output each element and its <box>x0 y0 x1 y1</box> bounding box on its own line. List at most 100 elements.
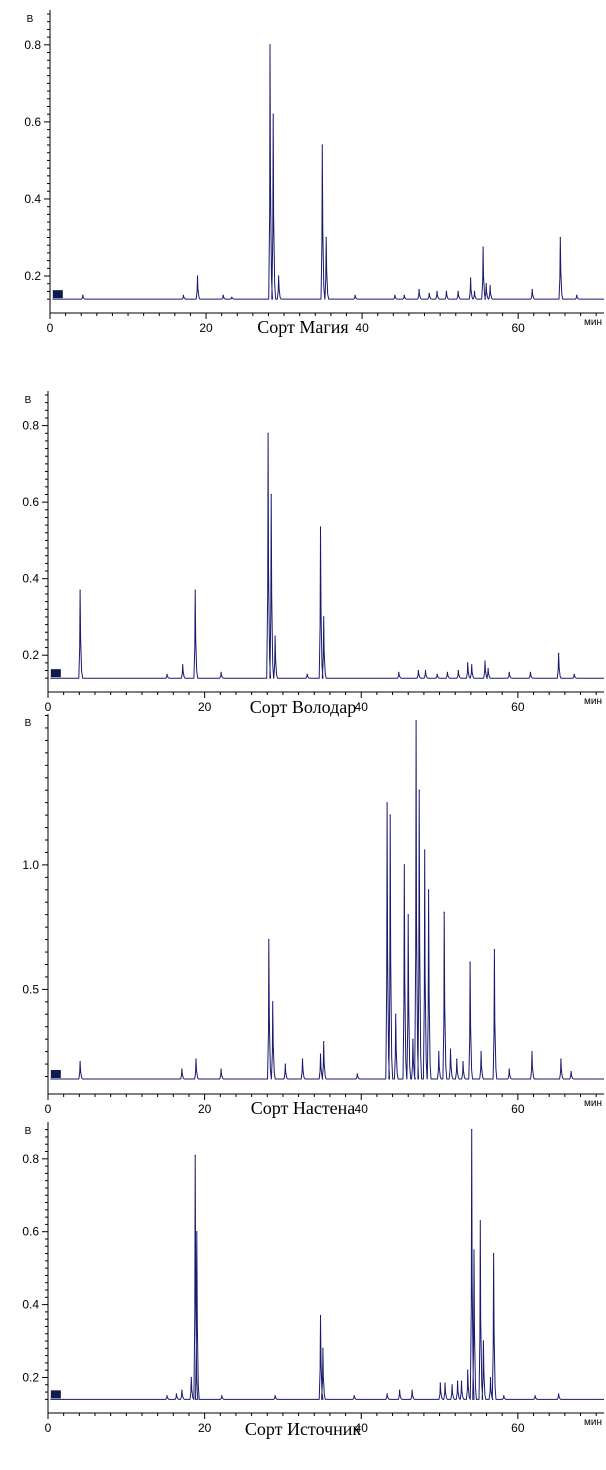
peak-point <box>268 939 270 941</box>
peak-point <box>482 1340 484 1342</box>
peak-point <box>231 296 233 298</box>
peak-point <box>181 1389 183 1391</box>
x-unit-label: мин <box>584 696 602 707</box>
chart-panel: 0.2 0.4 0.6 0.8 В 0 20 40 60 мин Сорт Володар <box>22 391 604 717</box>
y-tick-label: 1.0 <box>22 858 39 872</box>
peak-point <box>399 1389 401 1391</box>
peak-point <box>166 673 168 675</box>
peak-point <box>485 283 487 285</box>
y-tick-label: 0.2 <box>22 648 39 662</box>
peak-point <box>301 1058 304 1060</box>
y-tick-label: 0.4 <box>22 1298 39 1312</box>
peak-point <box>319 1053 322 1055</box>
y-tick-label: 0.8 <box>22 419 39 433</box>
peak-point <box>325 236 327 239</box>
peak-point <box>403 864 405 866</box>
peak-point <box>531 288 533 291</box>
peak-point <box>222 294 224 296</box>
peak-point <box>278 275 280 277</box>
peak-point <box>321 144 323 146</box>
x-tick-label: 40 <box>355 321 369 335</box>
peak-point <box>444 1382 446 1384</box>
y-unit-label: В <box>25 718 32 729</box>
y-unit-label: В <box>25 395 32 406</box>
peak-point <box>439 1382 441 1384</box>
peak-point <box>272 1001 274 1003</box>
chart-caption: Сорт Магия <box>257 317 348 337</box>
peak-point <box>558 652 560 654</box>
peak-point <box>221 1395 223 1397</box>
peak-point <box>493 1253 495 1255</box>
peak-point <box>493 949 495 951</box>
chart-panel: 0.5 1.0 В 0 20 40 60 мин Сорт Настена <box>22 714 604 1118</box>
peak-point <box>407 914 409 916</box>
peak-point <box>456 1058 458 1060</box>
peak-point <box>534 1395 536 1397</box>
peak-point <box>508 1068 510 1070</box>
peak-point <box>531 1051 533 1053</box>
peak-point <box>529 671 532 674</box>
peak-point <box>436 673 438 675</box>
peak-point <box>412 1038 414 1040</box>
peak-point <box>220 1068 222 1070</box>
x-unit-label: мин <box>584 1417 602 1428</box>
x-tick-label: 60 <box>511 1421 525 1435</box>
peak-point <box>166 1395 168 1397</box>
peak-point <box>457 1380 459 1382</box>
peak-point <box>503 1395 505 1397</box>
x-unit-label: мин <box>584 317 602 328</box>
peak-point <box>428 889 430 891</box>
peak-point <box>398 671 400 674</box>
peak-point <box>418 789 420 791</box>
injection-marker <box>50 1390 61 1399</box>
peak-point <box>322 1347 324 1349</box>
y-tick-label: 0.8 <box>24 38 41 52</box>
peak-point <box>471 664 473 666</box>
peak-point <box>194 589 196 591</box>
peak-point <box>272 113 274 115</box>
peak-point <box>471 1129 473 1131</box>
peak-point <box>460 1380 463 1382</box>
peak-point <box>457 669 459 672</box>
y-tick-label: 0.8 <box>22 1152 39 1166</box>
peak-point <box>356 1073 358 1075</box>
chart-panel: 0.2 0.4 0.6 0.8 В 0 20 40 60 мин Сорт Источник <box>22 1122 604 1439</box>
peak-point <box>508 671 510 674</box>
peak-point <box>284 1063 286 1065</box>
peak-point <box>394 294 396 296</box>
peak-point <box>323 1041 325 1043</box>
peak-point <box>220 671 222 674</box>
peak-point <box>196 1231 198 1233</box>
peak-point <box>415 719 417 722</box>
y-tick-label: 0.6 <box>22 1225 39 1239</box>
peak-point <box>182 664 184 666</box>
peak-point <box>473 1249 475 1251</box>
peak-point <box>182 294 184 296</box>
peak-point <box>489 1376 492 1379</box>
peak-point <box>395 1013 397 1015</box>
peak-point <box>573 673 575 675</box>
peak-point <box>576 294 578 296</box>
x-tick-label: 20 <box>198 700 212 714</box>
peak-point <box>443 911 445 913</box>
chromatogram-trace <box>50 1129 604 1400</box>
peak-point <box>487 668 489 670</box>
peak-point <box>482 246 484 248</box>
peak-point <box>470 277 472 279</box>
y-tick-label: 0.4 <box>24 192 41 206</box>
peak-point <box>438 1051 440 1053</box>
x-tick-label: 0 <box>45 700 52 714</box>
peak-point <box>462 1061 464 1063</box>
x-tick-label: 40 <box>355 700 369 714</box>
peak-point <box>353 1395 355 1397</box>
peak-point <box>467 662 469 664</box>
peak-point <box>445 290 447 292</box>
peak-point <box>323 616 325 618</box>
x-tick-label: 0 <box>45 1421 52 1435</box>
peak-point <box>270 493 272 496</box>
chromatogram-trace <box>50 720 604 1080</box>
peak-point <box>403 294 405 296</box>
peak-point <box>306 673 308 675</box>
